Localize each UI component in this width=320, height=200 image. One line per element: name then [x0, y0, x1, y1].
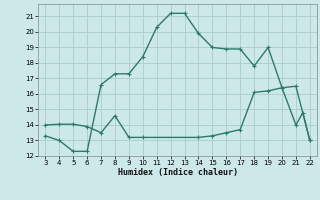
X-axis label: Humidex (Indice chaleur): Humidex (Indice chaleur) — [118, 168, 238, 177]
